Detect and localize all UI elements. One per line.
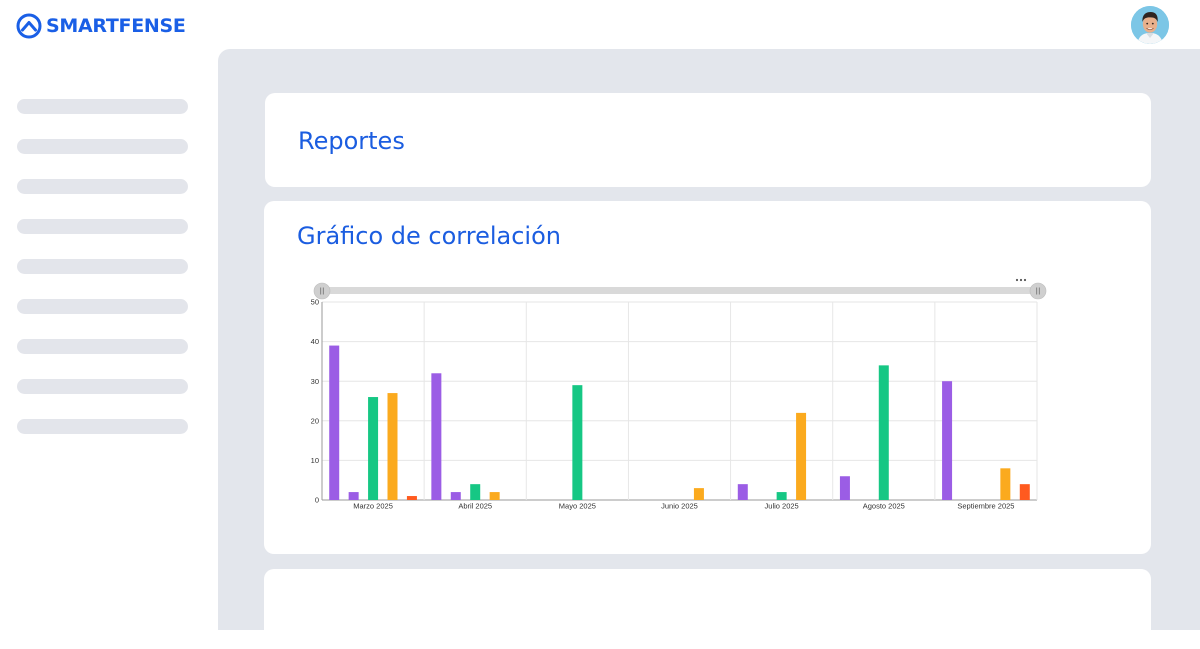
sidebar-item-8[interactable] bbox=[17, 379, 188, 394]
sidebar-item-3[interactable] bbox=[17, 179, 188, 194]
chart-bar[interactable] bbox=[1019, 484, 1030, 500]
more-horizontal-icon[interactable] bbox=[1019, 278, 1023, 282]
chart-bar[interactable] bbox=[796, 412, 807, 500]
chart-bar[interactable] bbox=[470, 484, 481, 500]
x-tick-label: Mayo 2025 bbox=[559, 502, 596, 511]
chart-bar[interactable] bbox=[572, 385, 583, 500]
range-slider-start-handle[interactable] bbox=[313, 282, 331, 300]
sidebar-item-7[interactable] bbox=[17, 339, 188, 354]
sidebar-item-1[interactable] bbox=[17, 99, 188, 114]
empty-card bbox=[264, 569, 1151, 649]
more-horizontal-icon[interactable] bbox=[1023, 278, 1027, 282]
y-tick-label: 50 bbox=[311, 298, 319, 307]
top-bar: SMARTFENSE bbox=[0, 0, 1200, 50]
y-tick-label: 20 bbox=[311, 416, 319, 425]
chart-title: Gráfico de correlación bbox=[297, 222, 561, 250]
brand-logo[interactable]: SMARTFENSE bbox=[16, 13, 186, 39]
chart-bar[interactable] bbox=[489, 492, 500, 500]
chart-bar[interactable] bbox=[348, 492, 359, 500]
chart-bar[interactable] bbox=[387, 393, 398, 500]
range-slider-track[interactable] bbox=[321, 287, 1040, 294]
chart-bar[interactable] bbox=[942, 381, 953, 500]
sidebar-item-5[interactable] bbox=[17, 259, 188, 274]
page-title: Reportes bbox=[298, 127, 405, 155]
user-avatar[interactable] bbox=[1131, 6, 1169, 44]
chart-card: Gráfico de correlación 0 10 20 30 40 50 Marzo … bbox=[264, 201, 1151, 554]
x-tick-label: Abril 2025 bbox=[458, 502, 492, 511]
chart-bar[interactable] bbox=[329, 345, 340, 500]
chart-bar[interactable] bbox=[431, 373, 442, 500]
reports-card: Reportes bbox=[265, 93, 1151, 187]
brand-name: SMARTFENSE bbox=[46, 15, 186, 37]
x-tick-label: Marzo 2025 bbox=[353, 502, 393, 511]
chart-bar[interactable] bbox=[737, 484, 748, 500]
chart-bar[interactable] bbox=[1000, 468, 1011, 500]
more-horizontal-icon[interactable] bbox=[1015, 278, 1019, 282]
sidebar-item-9[interactable] bbox=[17, 419, 188, 434]
correlation-chart: 0 10 20 30 40 50 Marzo 2025 Abril 2025 Mayo 2025… bbox=[311, 278, 1047, 511]
x-tick-label: Agosto 2025 bbox=[863, 502, 905, 511]
avatar-icon bbox=[1131, 6, 1169, 44]
chart-bar[interactable] bbox=[406, 496, 417, 500]
mountain-circle-icon bbox=[16, 13, 42, 39]
chart-bar[interactable] bbox=[693, 488, 704, 500]
x-tick-label: Septiembre 2025 bbox=[957, 502, 1014, 511]
main-content: Reportes Gráfico de correlación 0 10 20 30 4… bbox=[218, 49, 1200, 649]
chart-bar[interactable] bbox=[839, 476, 850, 500]
chart-bar[interactable] bbox=[368, 397, 379, 500]
chart-bar[interactable] bbox=[776, 492, 787, 500]
sidebar-item-4[interactable] bbox=[17, 219, 188, 234]
sidebar-item-2[interactable] bbox=[17, 139, 188, 154]
range-slider-end-handle[interactable] bbox=[1029, 282, 1047, 300]
y-tick-label: 40 bbox=[311, 337, 319, 346]
y-tick-label: 10 bbox=[311, 456, 319, 465]
x-tick-label: Junio 2025 bbox=[661, 502, 698, 511]
chart-bar[interactable] bbox=[450, 492, 461, 500]
y-tick-label: 30 bbox=[311, 377, 319, 386]
sidebar-item-6[interactable] bbox=[17, 299, 188, 314]
x-tick-label: Julio 2025 bbox=[765, 502, 799, 511]
y-tick-label: 0 bbox=[315, 496, 319, 505]
chart-bar[interactable] bbox=[878, 365, 889, 500]
sidebar bbox=[0, 50, 218, 630]
